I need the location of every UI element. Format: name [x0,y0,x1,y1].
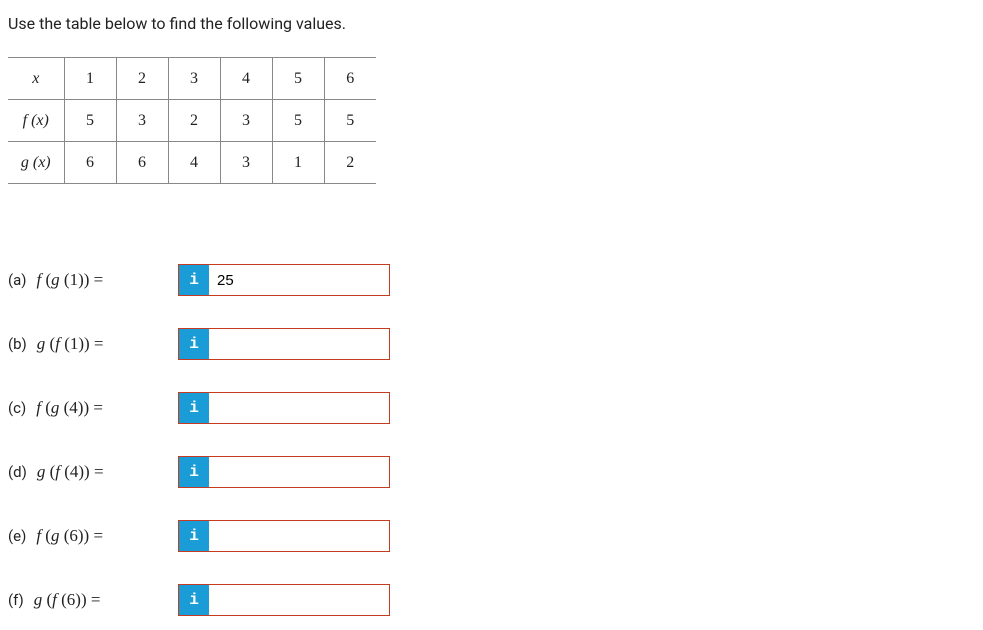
info-icon[interactable]: i [179,585,209,615]
question-label: (e) f (g (6)) = [8,526,158,546]
data-cell: 5 [272,100,324,142]
question-label: (a) f (g (1)) = [8,270,158,290]
info-icon[interactable]: i [179,329,209,359]
answer-input-wrap: i [178,264,390,296]
question-expression: f (g (6)) = [36,526,103,545]
header-cell: 2 [116,58,168,100]
info-icon[interactable]: i [179,265,209,295]
question-expression: f (g (1)) = [37,270,104,289]
answer-input[interactable] [209,329,389,359]
question-label: (c) f (g (4)) = [8,398,158,418]
question-label: (b) g (f (1)) = [8,334,158,354]
questions-container: (a) f (g (1)) = i (b) g (f (1)) = i (c) f (g (4… [8,264,975,616]
question-part: (c) [8,399,26,417]
header-cell: 5 [272,58,324,100]
info-icon[interactable]: i [179,393,209,423]
question-expression: g (f (6)) = [34,590,101,609]
data-cell: 3 [220,142,272,184]
question-row: (d) g (f (4)) = i [8,456,975,488]
answer-input[interactable] [209,457,389,487]
row-label-f: f (x) [8,100,64,142]
question-row: (a) f (g (1)) = i [8,264,975,296]
question-expression: f (g (4)) = [36,398,103,417]
answer-input-wrap: i [178,520,390,552]
answer-input[interactable] [209,585,389,615]
header-cell: 3 [168,58,220,100]
data-cell: 6 [116,142,168,184]
info-icon[interactable]: i [179,457,209,487]
header-x-label: x [8,58,64,100]
data-cell: 4 [168,142,220,184]
question-row: (b) g (f (1)) = i [8,328,975,360]
header-cell: 6 [324,58,376,100]
instruction-text: Use the table below to find the followin… [8,14,975,33]
data-cell: 5 [64,100,116,142]
answer-input-wrap: i [178,584,390,616]
data-cell: 3 [116,100,168,142]
answer-input[interactable] [209,265,389,295]
question-row: (c) f (g (4)) = i [8,392,975,424]
data-cell: 1 [272,142,324,184]
answer-input-wrap: i [178,392,390,424]
table-header-row: x 1 2 3 4 5 6 [8,58,376,100]
data-cell: 5 [324,100,376,142]
table-row: g (x) 6 6 4 3 1 2 [8,142,376,184]
table-row: f (x) 5 3 2 3 5 5 [8,100,376,142]
answer-input-wrap: i [178,328,390,360]
data-cell: 2 [324,142,376,184]
data-cell: 2 [168,100,220,142]
question-part: (e) [8,527,26,545]
question-label: (f) g (f (6)) = [8,590,158,610]
row-label-g: g (x) [8,142,64,184]
question-part: (d) [8,463,27,481]
data-cell: 6 [64,142,116,184]
question-part: (f) [8,591,24,609]
answer-input-wrap: i [178,456,390,488]
question-part: (a) [8,271,27,289]
question-label: (d) g (f (4)) = [8,462,158,482]
data-cell: 3 [220,100,272,142]
question-row: (f) g (f (6)) = i [8,584,975,616]
question-expression: g (f (1)) = [37,334,104,353]
function-table: x 1 2 3 4 5 6 f (x) 5 3 2 3 5 5 g (x) 6 … [8,57,376,184]
question-part: (b) [8,335,27,353]
answer-input[interactable] [209,393,389,423]
header-cell: 4 [220,58,272,100]
question-row: (e) f (g (6)) = i [8,520,975,552]
question-expression: g (f (4)) = [37,462,104,481]
header-cell: 1 [64,58,116,100]
